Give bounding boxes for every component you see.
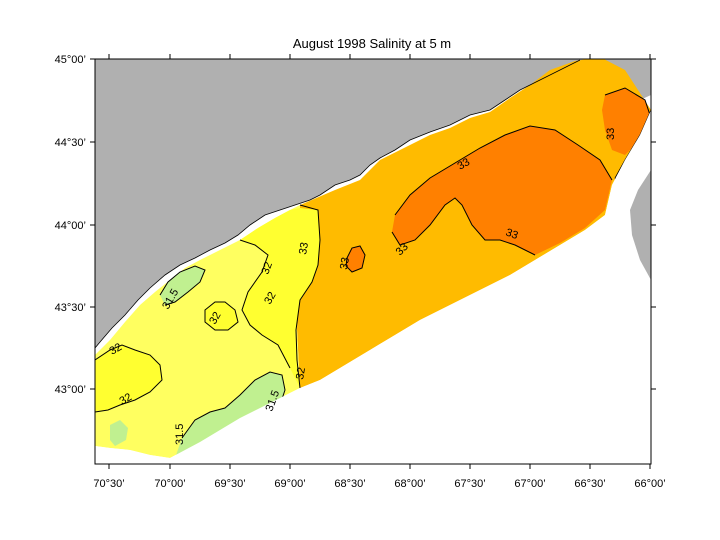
contour-32-loop xyxy=(204,301,239,331)
y-tick-label: 44°30’ xyxy=(55,137,86,149)
y-axis-labels: 45°00’ 44°30’ 44°00’ 43°30’ 43°00’ xyxy=(55,54,86,396)
contour-label: 33 xyxy=(338,256,352,270)
contour-label: 32 xyxy=(294,366,308,380)
band-green-31-5a xyxy=(160,266,205,305)
x-tick-label: 70°00’ xyxy=(154,478,185,490)
band-green-31-5c xyxy=(110,420,128,446)
map-title: August 1998 Salinity at 5 m xyxy=(293,36,451,51)
contour-33-small xyxy=(345,245,366,273)
band-dark-orange-33 xyxy=(392,126,612,255)
contour-label: 33 xyxy=(504,227,520,242)
y-tick-label: 43°00’ xyxy=(55,384,86,396)
contour-32-sw xyxy=(95,344,163,413)
x-tick-label: 67°00’ xyxy=(514,478,545,490)
contour-label: 32 xyxy=(262,290,279,307)
y-tick-label: 43°30’ xyxy=(55,302,86,314)
land-east-lower xyxy=(630,170,651,280)
band-bright-yellow-32c xyxy=(205,302,238,330)
tick-marks xyxy=(90,54,656,469)
y-tick-label: 45°00’ xyxy=(55,54,86,66)
contour-32-west xyxy=(295,204,321,389)
band-green-31-5b xyxy=(175,372,285,458)
x-tick-label: 69°00’ xyxy=(274,478,305,490)
x-axis-labels: 70°30’ 70°00’ 69°30’ 69°00’ 68°30’ 68°00… xyxy=(93,478,665,490)
map-content xyxy=(95,59,651,464)
band-bright-yellow-32 xyxy=(240,208,320,388)
contour-31-5-a xyxy=(159,265,206,306)
contour-33-main xyxy=(394,125,613,216)
contour-label: 32 xyxy=(207,310,224,327)
x-tick-label: 68°30’ xyxy=(334,478,365,490)
band-dark-orange-33c xyxy=(346,246,365,272)
x-tick-label: 69°30’ xyxy=(214,478,245,490)
contour-33-south xyxy=(391,197,536,256)
contour-label: 31.5 xyxy=(174,424,186,445)
contour-label: 32 xyxy=(260,260,275,276)
contour-label: 32 xyxy=(118,391,135,408)
contour-label: 33 xyxy=(456,156,473,173)
contour-label: 33 xyxy=(605,128,617,140)
contour-label: 32 xyxy=(108,341,125,358)
contour-label: 33 xyxy=(297,241,311,255)
contour-lines xyxy=(95,87,651,439)
land-mainland xyxy=(95,59,651,348)
plot-frame xyxy=(94,58,652,465)
x-tick-label: 68°00’ xyxy=(394,478,425,490)
x-tick-label: 66°30’ xyxy=(574,478,605,490)
survey-mask xyxy=(95,110,651,464)
x-tick-label: 70°30’ xyxy=(93,478,124,490)
y-tick-label: 44°00’ xyxy=(55,220,86,232)
x-tick-label: 67°30’ xyxy=(454,478,485,490)
contour-31-5-b xyxy=(181,371,286,439)
band-bright-yellow-32b xyxy=(95,345,162,412)
x-tick-label: 66°00’ xyxy=(634,478,665,490)
contour-label-group: 31.5 32 32 32 32 32 31.5 31.5 32 33 33 3… xyxy=(108,128,618,445)
contour-32-inner xyxy=(239,239,291,369)
contour-33-ne xyxy=(604,87,651,119)
